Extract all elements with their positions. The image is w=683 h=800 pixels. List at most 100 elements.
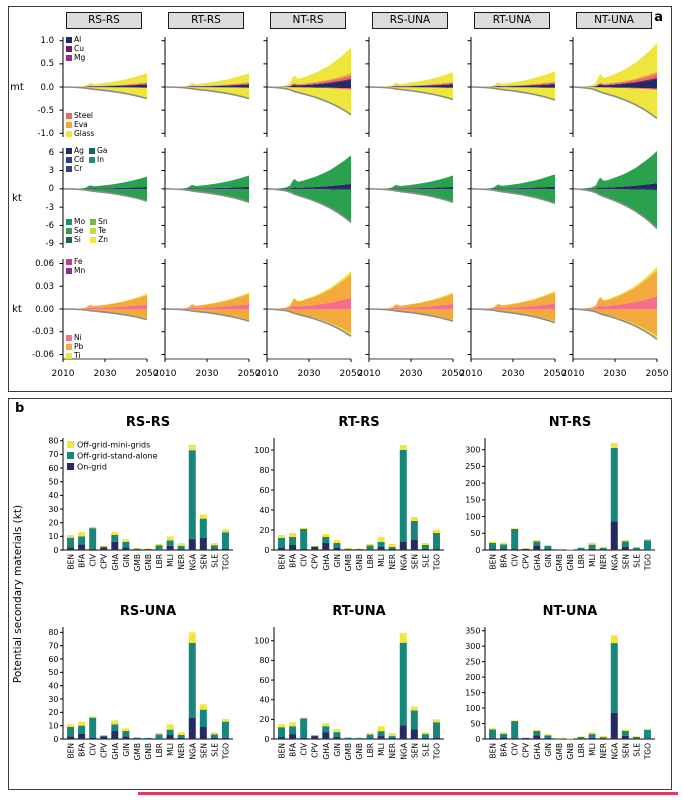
legend-label: Mn (74, 265, 86, 275)
stream-layer-pos (471, 84, 555, 87)
bar-segment-on_grid (522, 548, 530, 550)
bar-segment-off_grid_mini_grids (311, 546, 319, 547)
total-outline (368, 188, 454, 204)
bar-segment-off_grid_stand_alone (199, 518, 207, 538)
bar-segment-on_grid (78, 544, 86, 550)
panel-a: a RS-RS RT-RS NT-RS RS-UNA RT-UNA NT-UNA mt 1.… (8, 6, 672, 392)
country-label: GIN (122, 554, 131, 568)
stream-layer-neg (573, 188, 657, 191)
bar-segment-on_grid (210, 737, 218, 739)
y-tick-label: 40 (259, 506, 269, 515)
chart-row: kt 6 3 0 -3 -6 -9 Ag Cd Cr Ga In Mo Se Si Sn Te Zn (9, 145, 671, 251)
stream-chart-cell (261, 34, 355, 140)
bar-segment-off_grid_mini_grids (533, 539, 541, 542)
y-tick-label: 40 (48, 491, 58, 500)
bar-segment-off_grid_stand_alone (610, 448, 618, 522)
country-label: NER (599, 554, 608, 570)
bar-segment-on_grid (278, 737, 286, 739)
country-label: GNB (355, 743, 364, 760)
scenario-header-cell: NT-UNA (567, 12, 661, 29)
stream-layer-pos (165, 84, 249, 87)
x-tick-labels: 2010 2030 2050 (52, 369, 159, 381)
y-tick-label: 0.5 (40, 59, 54, 70)
bar-segment-off_grid_mini_grids (322, 723, 330, 727)
legend-swatch (67, 452, 74, 459)
x-tick-label: 2030 (501, 369, 525, 379)
stream-chart-NT-RS (263, 37, 352, 137)
y-tick-label: 0.0 (40, 82, 54, 93)
bar-segment-off_grid_mini_grids (133, 547, 141, 549)
bar-segment-off_grid_mini_grids (377, 726, 385, 732)
country-label: BFA (500, 742, 509, 757)
stream-chart-RS-UNA (365, 37, 454, 137)
country-label: NER (388, 743, 397, 759)
bar-segment-on_grid (344, 738, 352, 740)
y-tick-label: 3 (48, 166, 54, 177)
bar-segment-off_grid_stand_alone (511, 528, 519, 549)
bar-segment-on_grid (610, 521, 618, 550)
stream-chart-cell (567, 145, 661, 251)
bar-segment-on_grid (500, 548, 508, 550)
legend-label: Si (74, 234, 81, 244)
country-label: GHA (533, 742, 542, 759)
stream-chart-RT-UNA (467, 259, 556, 362)
bar-segment-off_grid_mini_grids (355, 548, 363, 549)
stream-chart-cell (159, 256, 253, 362)
bar-segment-off_grid_stand_alone (632, 736, 640, 739)
legend-swatch (89, 147, 95, 154)
total-outline (164, 308, 250, 322)
bar-segment-off_grid_stand_alone (588, 734, 596, 738)
stream-chart-cell: Al Cu Mg Steel Eva Glass (57, 34, 151, 140)
bar-segment-on_grid (89, 737, 97, 739)
country-label: GMB (133, 743, 142, 760)
legend-label: Ga (97, 145, 108, 155)
country-label: CIV (89, 742, 98, 755)
legend-swatch (89, 156, 95, 163)
stream-layer-pos (369, 72, 453, 87)
legend-swatch (66, 130, 72, 137)
bar-segment-on_grid (311, 736, 319, 739)
x-tick-label: 2050 (645, 369, 669, 379)
legend-swatch (66, 334, 72, 341)
bar-segment-off_grid_mini_grids (144, 548, 152, 549)
country-label: LBR (155, 743, 164, 758)
bar-segment-off_grid_stand_alone (67, 537, 75, 548)
bar-segment-off_grid_stand_alone (577, 547, 585, 550)
y-axis-unit: kt (12, 303, 22, 315)
bar-segment-off_grid_mini_grids (489, 728, 497, 730)
y-tick-label: 0 (48, 184, 54, 195)
bar-segment-off_grid_stand_alone (643, 730, 651, 739)
country-label: LBR (577, 743, 586, 758)
bar-segment-on_grid (188, 539, 196, 550)
bar-segment-on_grid (533, 545, 541, 550)
country-label: GHA (111, 742, 120, 759)
bar-segment-off_grid_stand_alone (588, 544, 596, 549)
bar-segment-off_grid_mini_grids (399, 445, 407, 450)
y-tick-label: 0 (264, 735, 269, 744)
country-label: MLI (377, 554, 386, 567)
legend-swatch (66, 267, 72, 274)
stream-layer-neg (267, 188, 351, 190)
stream-chart-cell (465, 256, 559, 362)
bar-segment-off_grid_stand_alone (188, 450, 196, 540)
bar-segment-off_grid_mini_grids (355, 737, 363, 739)
stream-layer-pos (63, 84, 147, 87)
bar-segment-off_grid_mini_grids (344, 548, 352, 549)
y-tick-label: 0.03 (35, 281, 54, 292)
legend-swatch (66, 45, 72, 52)
chart-row: kt 0.06 0.03 0.00 -0.03 -0.06 Fe Mn Ni Pb Ti (9, 256, 671, 362)
y-tick-label: 300 (465, 446, 480, 455)
country-label: MLI (166, 743, 175, 756)
bar-segment-off_grid_stand_alone (366, 545, 374, 550)
legend-swatch (66, 227, 72, 234)
bar-segment-off_grid_stand_alone (489, 542, 497, 549)
y-tick-label: 60 (48, 464, 58, 473)
country-label: NGA (610, 742, 619, 759)
bar-chart-cell: RS-UNA 0 10 20 30 40 50 60 70 80 BEN BFA CIV CPV GHA GI… (33, 604, 237, 793)
x-tick-labels: 2010 2030 2050 (256, 369, 363, 381)
legend-column: Mo Se Si (66, 217, 85, 244)
bar-segment-off_grid_stand_alone (289, 537, 297, 545)
legend-swatch (66, 258, 72, 265)
bar-segment-off_grid_mini_grids (544, 544, 552, 546)
